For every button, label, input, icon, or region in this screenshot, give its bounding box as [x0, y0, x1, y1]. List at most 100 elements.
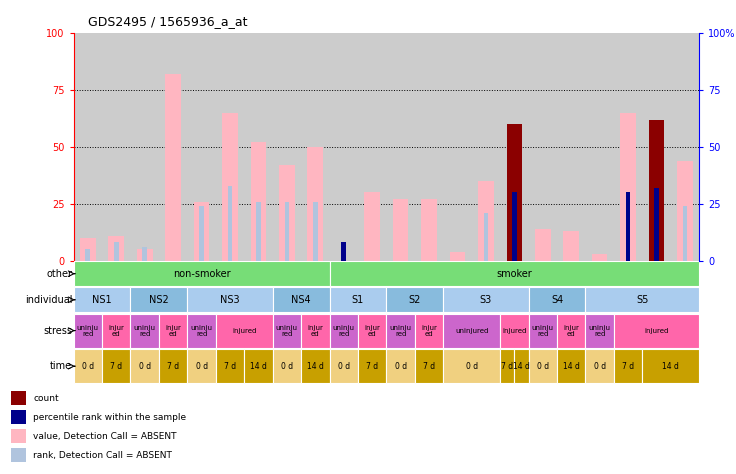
Text: 7 d: 7 d: [423, 362, 435, 371]
Text: 7 d: 7 d: [167, 362, 179, 371]
Text: NS4: NS4: [291, 295, 311, 305]
Bar: [102, 349, 130, 383]
Bar: [130, 349, 159, 383]
Bar: [272, 349, 301, 383]
Bar: [313, 201, 318, 261]
Bar: [557, 349, 585, 383]
Bar: [528, 287, 585, 312]
Text: uninju
red: uninju red: [389, 325, 411, 337]
Bar: [643, 349, 699, 383]
Bar: [301, 314, 330, 348]
Text: 7 d: 7 d: [501, 362, 513, 371]
Text: 0 d: 0 d: [537, 362, 549, 371]
Bar: [285, 201, 289, 261]
Bar: [393, 199, 408, 261]
Text: injur
ed: injur ed: [165, 325, 181, 337]
Text: 14 d: 14 d: [307, 362, 324, 371]
Bar: [130, 287, 188, 312]
Bar: [421, 199, 437, 261]
Text: percentile rank within the sample: percentile rank within the sample: [33, 413, 186, 421]
Text: other: other: [46, 269, 72, 279]
Bar: [528, 314, 557, 348]
Text: injur
ed: injur ed: [364, 325, 380, 337]
Bar: [301, 349, 330, 383]
Bar: [222, 113, 238, 261]
Bar: [330, 287, 386, 312]
Bar: [114, 243, 118, 261]
Bar: [308, 147, 323, 261]
Text: 7 d: 7 d: [110, 362, 122, 371]
Bar: [386, 349, 415, 383]
Text: value, Detection Call = ABSENT: value, Detection Call = ABSENT: [33, 432, 177, 440]
Text: 0 d: 0 d: [394, 362, 407, 371]
Bar: [443, 349, 500, 383]
Bar: [74, 314, 102, 348]
Bar: [256, 201, 261, 261]
Text: GDS2495 / 1565936_a_at: GDS2495 / 1565936_a_at: [88, 16, 248, 28]
Text: injur
ed: injur ed: [108, 325, 124, 337]
Text: 0 d: 0 d: [338, 362, 350, 371]
Text: 7 d: 7 d: [366, 362, 378, 371]
Bar: [188, 287, 272, 312]
Bar: [74, 349, 102, 383]
Bar: [450, 252, 465, 261]
Text: uninju
red: uninju red: [191, 325, 213, 337]
Bar: [216, 314, 272, 348]
Bar: [188, 349, 216, 383]
Text: injured: injured: [232, 328, 256, 334]
Bar: [648, 119, 665, 261]
Bar: [216, 349, 244, 383]
Bar: [80, 238, 96, 261]
Text: stress: stress: [43, 326, 72, 336]
Bar: [330, 349, 358, 383]
Text: 0 d: 0 d: [82, 362, 94, 371]
Bar: [626, 192, 631, 261]
Bar: [386, 287, 443, 312]
Bar: [251, 142, 266, 261]
Bar: [585, 349, 614, 383]
Text: 7 d: 7 d: [224, 362, 236, 371]
Bar: [585, 314, 614, 348]
Text: injured: injured: [644, 328, 669, 334]
Text: injur
ed: injur ed: [421, 325, 437, 337]
Text: 14 d: 14 d: [250, 362, 267, 371]
Text: injur
ed: injur ed: [563, 325, 579, 337]
Bar: [386, 314, 415, 348]
Bar: [85, 249, 91, 261]
Bar: [682, 206, 687, 261]
Text: S2: S2: [408, 295, 421, 305]
Text: NS3: NS3: [220, 295, 240, 305]
Bar: [194, 201, 209, 261]
Text: 0 d: 0 d: [138, 362, 151, 371]
Text: S5: S5: [636, 295, 648, 305]
Bar: [478, 181, 494, 261]
Bar: [130, 314, 159, 348]
Bar: [137, 249, 152, 261]
Bar: [199, 206, 204, 261]
Bar: [528, 349, 557, 383]
Text: smoker: smoker: [497, 269, 532, 279]
Bar: [514, 349, 528, 383]
Text: 0 d: 0 d: [196, 362, 208, 371]
Bar: [272, 314, 301, 348]
Text: S1: S1: [352, 295, 364, 305]
Text: uninjured: uninjured: [455, 328, 489, 334]
Bar: [74, 261, 330, 286]
Text: 14 d: 14 d: [563, 362, 580, 371]
Text: uninju
red: uninju red: [276, 325, 298, 337]
Bar: [592, 254, 607, 261]
Bar: [564, 231, 579, 261]
Bar: [102, 314, 130, 348]
Bar: [557, 314, 585, 348]
Bar: [443, 314, 500, 348]
Bar: [484, 213, 488, 261]
Text: uninju
red: uninju red: [333, 325, 355, 337]
Text: 0 d: 0 d: [466, 362, 478, 371]
Bar: [330, 261, 699, 286]
Bar: [142, 247, 147, 261]
Bar: [11, 429, 26, 443]
Bar: [500, 349, 514, 383]
Text: uninju
red: uninju red: [77, 325, 99, 337]
Bar: [188, 314, 216, 348]
Bar: [500, 314, 528, 348]
